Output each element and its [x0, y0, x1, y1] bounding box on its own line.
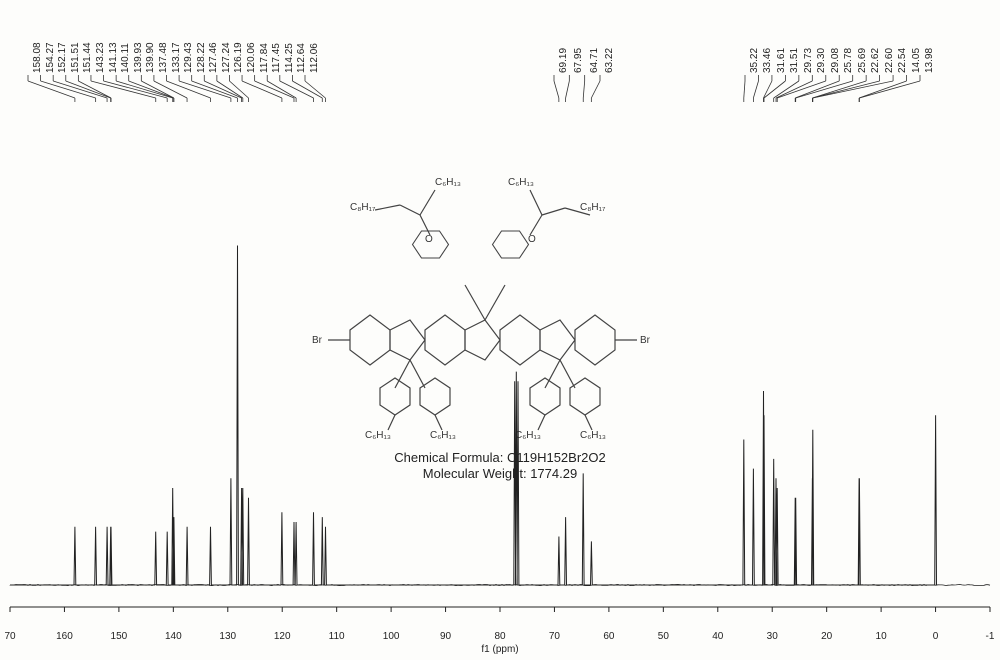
- peak-label: 117.45: [271, 43, 282, 73]
- peak-label: 158.08: [32, 42, 43, 73]
- peak-label: 63.22: [604, 48, 615, 73]
- peak-label: 141.13: [108, 42, 119, 73]
- axis-tick: 0: [933, 631, 939, 642]
- peak-label: 151.44: [82, 42, 93, 73]
- peak-label: 29.73: [803, 48, 814, 73]
- peak-label: 117.84: [259, 43, 270, 73]
- axis-tick: 50: [658, 631, 669, 642]
- peak-label: 112.06: [309, 43, 320, 73]
- peak-label: 22.54: [897, 48, 908, 73]
- peak-label: 64.71: [589, 48, 600, 73]
- peak-label: 22.62: [870, 48, 881, 73]
- peak-label: 154.27: [45, 42, 56, 73]
- peak-label: 140.11: [120, 43, 131, 73]
- peak-label: 31.51: [789, 48, 800, 73]
- peak-label: 69.19: [558, 48, 569, 73]
- peak-label: 139.93: [133, 42, 144, 73]
- peak-label: 114.25: [284, 43, 295, 73]
- peak-label: 133.17: [171, 42, 182, 73]
- peak-label: 112.64: [296, 43, 307, 73]
- peak-label: 29.08: [830, 48, 841, 73]
- axis-tick: 70: [549, 631, 560, 642]
- axis-tick: 40: [712, 631, 723, 642]
- peak-label: 120.06: [246, 42, 257, 73]
- peak-label: 25.69: [857, 48, 868, 73]
- peak-label: 137.48: [158, 42, 169, 73]
- nmr-figure: Br Br O O C₈H₁₇ C₆H₁₃ C₈H₁₇ C₆H₁₃ C₆H₁₃ …: [0, 0, 1000, 657]
- peak-label: 33.46: [762, 48, 773, 73]
- peak-label: 127.24: [221, 42, 232, 73]
- axis-tick: 140: [165, 631, 182, 642]
- axis-tick: 120: [274, 631, 291, 642]
- peak-label: 13.98: [924, 48, 935, 73]
- peak-label: 127.46: [208, 42, 219, 73]
- peak-label: 35.22: [749, 48, 760, 73]
- axis-tick: 90: [440, 631, 451, 642]
- nmr-spectrum-plot: [0, 0, 1000, 630]
- axis-label: f1 (ppm): [481, 644, 518, 655]
- peak-label: 25.78: [843, 48, 854, 73]
- peak-label: 152.17: [57, 42, 68, 73]
- axis-tick: 100: [383, 631, 400, 642]
- peak-label: 67.95: [573, 48, 584, 73]
- axis-tick: 30: [767, 631, 778, 642]
- peak-label: 129.43: [183, 42, 194, 73]
- peak-label: 22.60: [884, 48, 895, 73]
- peak-label: 29.30: [816, 48, 827, 73]
- axis-tick: 110: [329, 631, 345, 642]
- axis-tick: 130: [219, 631, 236, 642]
- peak-label: 126.19: [233, 42, 244, 73]
- axis-tick: 160: [56, 631, 73, 642]
- peak-label: 139.90: [145, 42, 156, 73]
- axis-tick: -1: [986, 631, 995, 642]
- axis-tick: 70: [4, 631, 15, 642]
- peak-label: 151.51: [70, 42, 81, 73]
- axis-tick: 20: [821, 631, 832, 642]
- peak-label: 14.05: [911, 48, 922, 73]
- axis-tick: 150: [111, 631, 128, 642]
- peak-label: 143.23: [95, 42, 106, 73]
- peak-label: 128.22: [196, 42, 207, 73]
- x-axis: f1 (ppm) 7016015014013012011010090807060…: [0, 621, 1000, 651]
- peak-label: 31.61: [776, 48, 787, 73]
- axis-tick: 60: [603, 631, 614, 642]
- axis-tick: 80: [494, 631, 505, 642]
- axis-tick: 10: [876, 631, 887, 642]
